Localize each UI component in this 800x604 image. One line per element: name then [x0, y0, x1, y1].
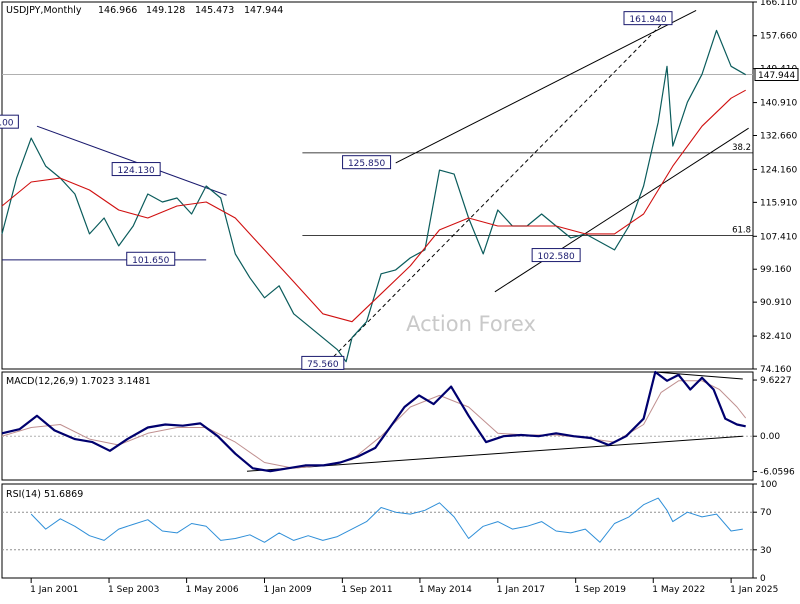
- trendline-layer: [2, 9, 749, 472]
- price-label-text: 125.850: [348, 159, 385, 169]
- last-price-label: 147.944: [758, 71, 795, 81]
- rsi-y-tick-label: 100: [760, 480, 777, 490]
- grid-layer: [2, 74, 753, 551]
- y-axis-layer: 166.110157.660149.410140.910132.660124.1…: [753, 0, 799, 584]
- macd-y-tick-label: -6.0596: [760, 468, 795, 478]
- price-y-tick-label: 107.410: [760, 232, 797, 242]
- watermark: Action Forex: [406, 312, 536, 336]
- rsi-y-tick-label: 70: [760, 508, 772, 518]
- price-y-tick-label: 166.110: [760, 0, 797, 8]
- macd-line: [1, 370, 746, 473]
- price-y-tick-label: 90.910: [760, 298, 792, 308]
- ohlc-high: 149.128: [146, 5, 185, 16]
- macd-y-tick-label: 0.00: [760, 432, 780, 442]
- price-y-tick-label: 74.160: [760, 365, 792, 375]
- price-label-box: [126, 251, 176, 266]
- x-tick-label: 1 Jan 2025: [730, 585, 778, 595]
- price-y-tick-label: 140.910: [760, 99, 797, 109]
- x-tick-label: 1 Sep 2011: [341, 585, 392, 595]
- rsi-line: [30, 497, 743, 543]
- price-y-tick-label: 99.160: [760, 265, 792, 275]
- price-label-box: [531, 248, 581, 263]
- ohlc-close: 147.944: [244, 5, 283, 16]
- chart-title: USDJPY,Monthly: [6, 5, 82, 16]
- price-label-layer: 161.940 125.850 124.130 101.650 102.580 75.56…: [0, 11, 673, 370]
- ohlc-low: 145.473: [195, 5, 234, 16]
- x-tick-label: 1 Jan 2017: [497, 585, 545, 595]
- x-tick-label: 1 Jan 2001: [30, 585, 78, 595]
- fib-layer: 38.2 61.8: [302, 143, 753, 236]
- price-panel-frame: [1, 1, 754, 370]
- price-label-box: [111, 162, 161, 177]
- price-label-box: [623, 11, 673, 26]
- moving-average-line: [1, 89, 746, 323]
- price-label-text: 102.580: [538, 252, 575, 262]
- channel-upper-line: [395, 9, 697, 164]
- macd-panel-frame: [1, 371, 754, 481]
- x-tick-label: 1 May 2014: [419, 585, 472, 595]
- descending-trendline: [36, 125, 227, 196]
- x-axis-layer: 1 Jan 2001 1 Sep 2003 1 May 2006 1 Jan 2009…: [30, 578, 778, 595]
- fib-level-label: 38.2: [732, 143, 751, 153]
- dashed-trendline: [328, 18, 668, 363]
- price-label-box: [301, 355, 345, 370]
- price-label-text: 124.130: [118, 166, 155, 176]
- x-tick-label: 1 May 2006: [186, 585, 239, 595]
- price-y-tick-label: 157.660: [760, 32, 797, 42]
- x-tick-label: 1 Sep 2019: [575, 585, 627, 595]
- macd-label: MACD(12,26,9) 1.7023 3.1481: [6, 376, 151, 387]
- price-y-tick-label: 82.410: [760, 332, 792, 342]
- price-label-text: 75.560: [307, 360, 339, 370]
- price-label-box: [342, 155, 392, 170]
- series-layer: [1, 29, 747, 543]
- macd-y-tick-label: 9.6227: [760, 376, 792, 386]
- x-tick-label: 1 Sep 2003: [108, 585, 159, 595]
- ohlc-open: 146.966: [98, 5, 137, 16]
- x-tick-label: 1 May 2022: [652, 585, 705, 595]
- macd-resistance-trendline: [655, 371, 743, 380]
- price-label-box: [0, 114, 19, 129]
- price-y-tick-label: 124.160: [760, 165, 797, 175]
- macd-signal-line: [1, 380, 747, 469]
- last-price-box: [754, 68, 799, 82]
- rsi-y-tick-label: 0: [760, 574, 766, 584]
- channel-lower-line: [494, 127, 749, 293]
- price-label-text: 161.940: [629, 15, 666, 25]
- price-label-text: 101.650: [132, 256, 169, 266]
- fib-level-label: 61.8: [732, 226, 751, 236]
- price-line: [1, 29, 746, 363]
- rsi-panel-frame: [1, 483, 754, 579]
- x-tick-label: 1 Jan 2009: [263, 585, 311, 595]
- price-y-tick-label: 115.910: [760, 198, 797, 208]
- price-label-text: .00: [0, 119, 14, 129]
- price-y-tick-label: 132.660: [760, 132, 797, 142]
- rsi-label: RSI(14) 51.6869: [6, 489, 83, 500]
- macd-support-trendline: [246, 435, 743, 472]
- rsi-y-tick-label: 30: [760, 546, 772, 556]
